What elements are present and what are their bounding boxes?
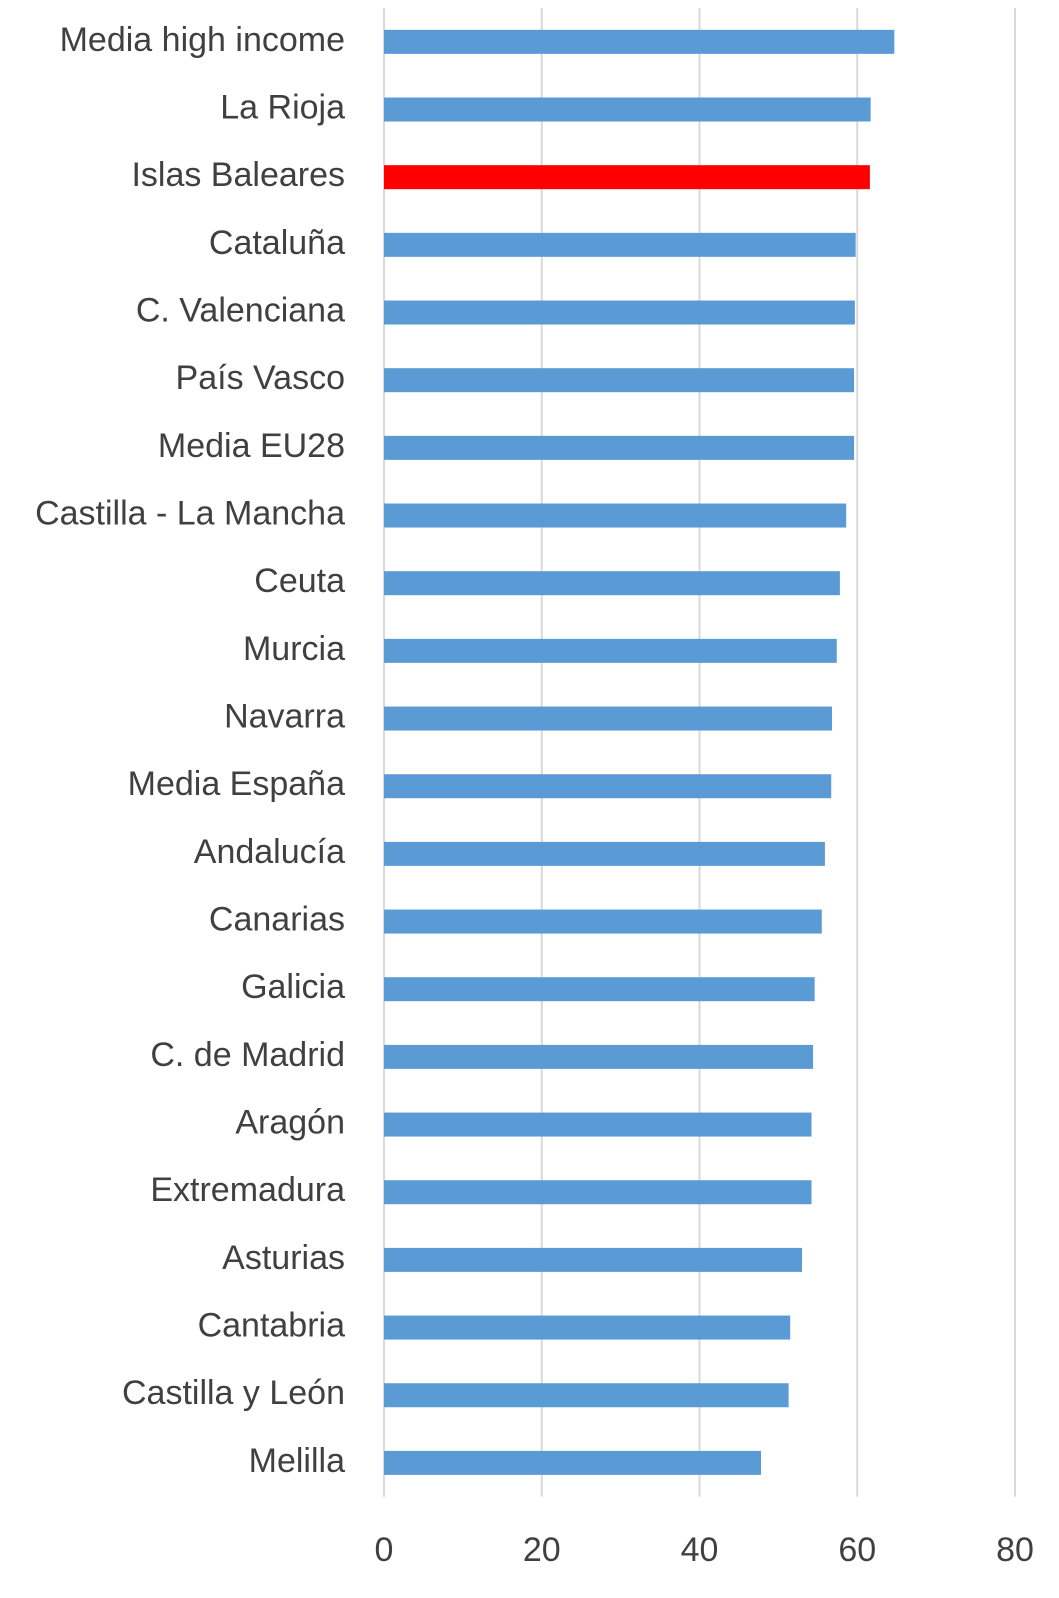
bar <box>384 435 855 460</box>
bar <box>384 706 833 731</box>
bar <box>384 300 855 325</box>
bar <box>384 1450 762 1475</box>
y-tick-label: Islas Baleares <box>131 156 345 194</box>
y-tick-label: País Vasco <box>176 359 345 397</box>
bar <box>384 1112 812 1137</box>
bar <box>384 97 871 122</box>
x-tick-label: 60 <box>838 1531 876 1569</box>
y-tick-label: Media EU28 <box>158 427 345 465</box>
y-tick-label: Ceuta <box>254 562 345 600</box>
y-tick-label: Canarias <box>209 901 345 939</box>
x-tick-label: 80 <box>996 1531 1034 1569</box>
y-tick-label: Andalucía <box>194 833 345 871</box>
x-tick-label: 40 <box>681 1531 719 1569</box>
x-tick-label: 0 <box>375 1531 394 1569</box>
y-tick-label: Extremadura <box>150 1171 345 1209</box>
bar <box>384 841 825 866</box>
bar <box>384 1180 812 1205</box>
bar <box>384 1383 789 1408</box>
y-tick-label: C. de Madrid <box>150 1036 345 1074</box>
bar <box>384 1247 803 1272</box>
bar <box>384 638 837 663</box>
bar <box>384 29 895 54</box>
y-tick-label: Melilla <box>249 1442 345 1480</box>
bar <box>384 368 855 393</box>
bar <box>384 571 840 596</box>
y-tick-label: La Rioja <box>220 88 345 126</box>
y-tick-label: Navarra <box>224 698 345 736</box>
bar <box>384 232 856 257</box>
x-tick-label: 20 <box>523 1531 561 1569</box>
y-tick-label: Galicia <box>241 968 345 1006</box>
y-tick-label: Castilla y León <box>122 1374 345 1412</box>
bar <box>384 1315 791 1340</box>
y-tick-label: Castilla - La Mancha <box>35 495 345 533</box>
bar <box>384 165 870 190</box>
y-tick-label: Cantabria <box>198 1307 346 1345</box>
bar <box>384 503 847 528</box>
y-tick-label: Murcia <box>243 630 345 668</box>
bar <box>384 909 822 934</box>
y-tick-label: Aragón <box>235 1104 345 1142</box>
bar <box>384 977 815 1002</box>
y-tick-label: Media high income <box>60 21 345 59</box>
bar <box>384 1044 814 1069</box>
y-tick-label: Asturias <box>222 1239 345 1277</box>
y-tick-label: Cataluña <box>209 224 345 262</box>
y-tick-label: Media España <box>128 765 345 803</box>
y-tick-label: C. Valenciana <box>136 291 345 329</box>
bar <box>384 774 832 799</box>
